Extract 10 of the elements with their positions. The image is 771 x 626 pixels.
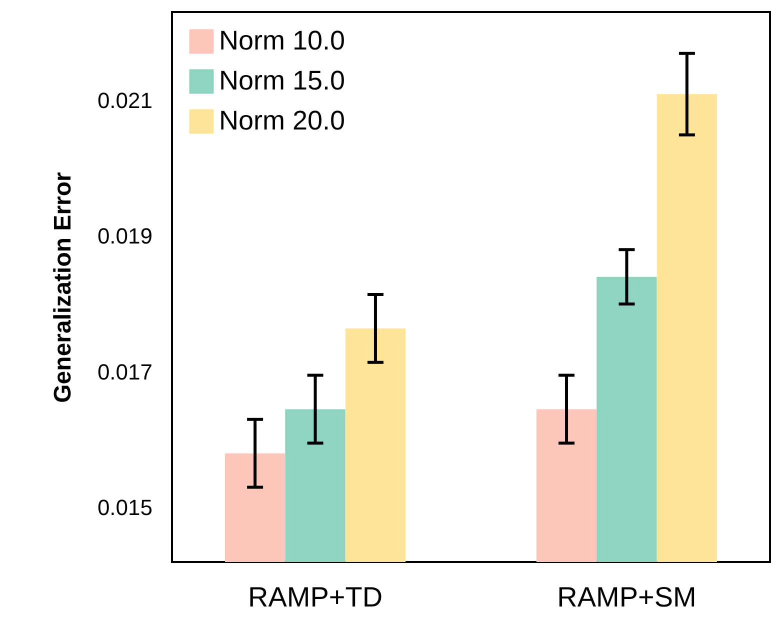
y-tick-label: 0.017 — [97, 359, 152, 384]
y-tick-label: 0.015 — [97, 495, 152, 520]
legend-label: Norm 10.0 — [219, 26, 346, 56]
y-axis-title: Generalization Error — [49, 172, 76, 403]
x-tick-label: RAMP+TD — [248, 582, 383, 612]
legend-label: Norm 20.0 — [219, 106, 346, 136]
y-tick-label: 0.021 — [97, 88, 152, 113]
y-tick-label: 0.019 — [97, 224, 152, 249]
legend-label: Norm 15.0 — [219, 66, 346, 96]
x-tick-label: RAMP+SM — [557, 582, 696, 612]
